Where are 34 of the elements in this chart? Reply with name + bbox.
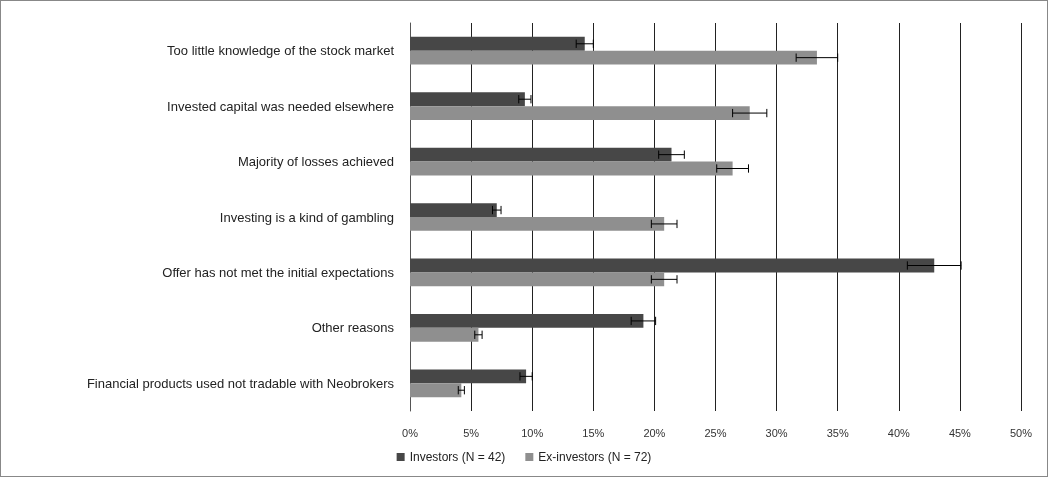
bar bbox=[410, 92, 525, 107]
x-tick-label: 45% bbox=[948, 426, 972, 439]
bar bbox=[410, 161, 733, 176]
x-tick-label: 25% bbox=[704, 426, 727, 439]
y-tick-label: Too little knowledge of the stock market bbox=[167, 43, 395, 59]
y-tick-label: Invested capital was needed elsewhere bbox=[167, 98, 394, 114]
x-tick-label: 35% bbox=[826, 426, 849, 439]
bar bbox=[410, 147, 672, 162]
legend-label: Ex-investors (N = 72) bbox=[538, 450, 652, 464]
bar bbox=[410, 217, 665, 231]
y-tick-label: Majority of losses achieved bbox=[237, 154, 394, 170]
y-tick-label: Investing is a kind of gambling bbox=[219, 209, 394, 225]
y-tick-label: Other reasons bbox=[311, 320, 395, 336]
x-tick-label: 30% bbox=[765, 426, 788, 439]
bar bbox=[410, 203, 497, 217]
y-tick-label: Offer has not met the initial expectations bbox=[162, 264, 395, 280]
x-tick-label: 20% bbox=[643, 426, 666, 439]
x-tick-label: 5% bbox=[463, 426, 480, 439]
bar bbox=[410, 258, 935, 273]
bar bbox=[410, 369, 527, 384]
bar bbox=[410, 36, 585, 51]
bar bbox=[410, 106, 750, 120]
bar bbox=[410, 327, 479, 342]
x-tick-label: 40% bbox=[887, 426, 911, 439]
x-tick-label: 10% bbox=[521, 426, 544, 439]
bar bbox=[410, 383, 462, 398]
x-tick-label: 15% bbox=[582, 426, 605, 439]
legend-label: Investors (N = 42) bbox=[409, 450, 506, 464]
bar bbox=[410, 272, 665, 287]
bar bbox=[410, 50, 817, 65]
y-tick-label: Financial products used not tradable with Neobrokers bbox=[86, 375, 395, 391]
x-tick-label: 50% bbox=[1009, 426, 1033, 439]
x-tick-label: 0% bbox=[402, 426, 419, 439]
bar bbox=[410, 314, 644, 328]
